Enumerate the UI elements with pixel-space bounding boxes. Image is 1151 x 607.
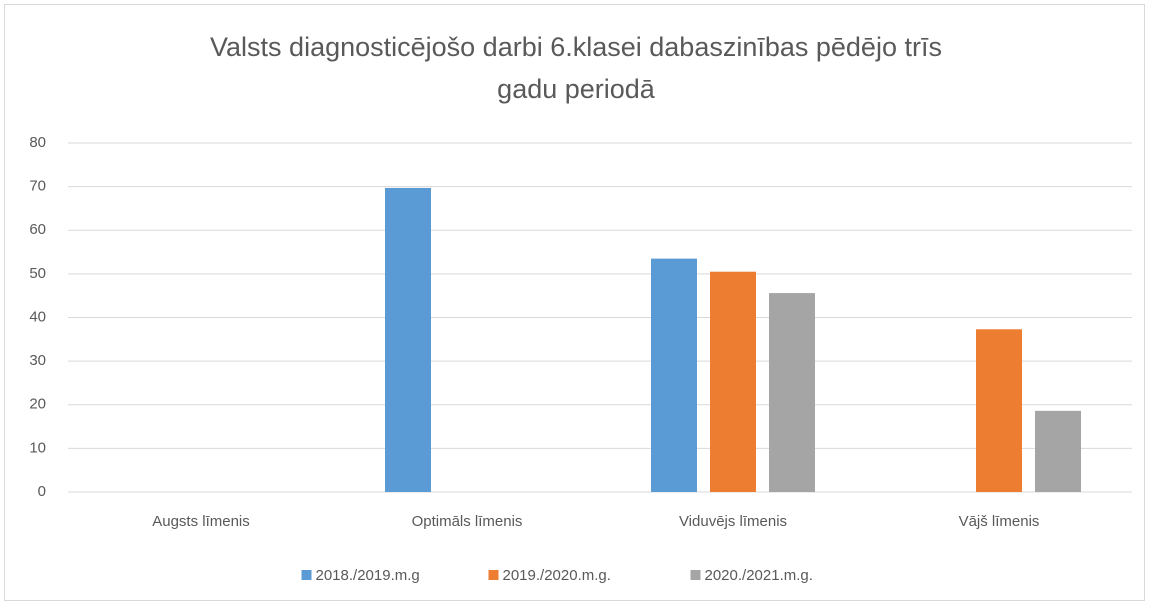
- legend-swatch: [690, 570, 701, 580]
- x-tick-label: Viduvējs līmenis: [679, 513, 787, 530]
- chart-border: [4, 4, 1145, 601]
- y-tick-label: 80: [29, 134, 46, 151]
- x-tick-label: Vājš līmenis: [959, 513, 1040, 530]
- y-tick-label: 70: [29, 178, 46, 195]
- x-tick-label: Augsts līmenis: [152, 513, 250, 530]
- chart-title: Valsts diagnosticējošo darbi 6.klasei da…: [210, 32, 942, 104]
- y-tick-label: 20: [29, 396, 46, 413]
- legend-swatch: [488, 570, 499, 580]
- y-tick-label: 10: [29, 439, 46, 456]
- y-tick-label: 40: [29, 308, 46, 325]
- bar: [651, 258, 697, 492]
- legend-label: 2019./2020.m.g.: [503, 567, 611, 584]
- y-tick-label: 60: [29, 221, 46, 238]
- legend-label: 2020./2021.m.g.: [705, 567, 813, 584]
- bar: [385, 187, 431, 492]
- x-tick-label: Optimāls līmenis: [412, 513, 523, 530]
- legend-label: 2018./2019.m.g: [316, 567, 420, 584]
- bar: [976, 329, 1022, 492]
- legend-swatch: [301, 570, 312, 580]
- bar: [769, 293, 815, 492]
- bar: [1035, 410, 1081, 492]
- bar: [710, 271, 756, 492]
- y-tick-label: 0: [38, 483, 46, 500]
- y-tick-label: 50: [29, 265, 46, 282]
- y-tick-label: 30: [29, 352, 46, 369]
